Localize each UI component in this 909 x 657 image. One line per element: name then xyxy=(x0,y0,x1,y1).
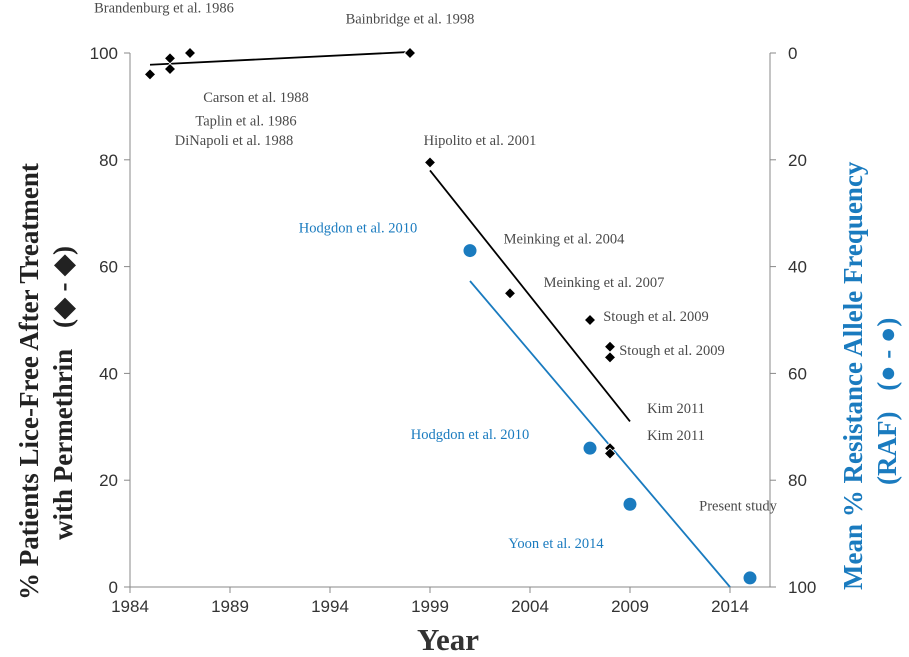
x-tick-label: 1999 xyxy=(411,597,449,616)
left-y-tick-label: 60 xyxy=(99,258,118,277)
right-y-tick-label: 40 xyxy=(788,258,807,277)
annotation-label: Brandenburg et al. 1986 xyxy=(94,0,234,16)
right-axis-title-line-2: (RAF) xyxy=(872,412,902,485)
annotation-label: Kim 2011 xyxy=(647,428,705,444)
diamond-point xyxy=(405,48,416,59)
right-y-tick-label: 60 xyxy=(788,364,807,383)
annotation-label: Hodgdon et al. 2010 xyxy=(299,220,417,236)
diamond-point xyxy=(605,352,616,363)
left-axis-title-line-2: with Permethrin xyxy=(48,349,78,540)
annotation-label: Bainbridge et al. 1998 xyxy=(346,12,475,28)
right-axis-title-line-1: Mean % Resistance Allele Frequency xyxy=(838,161,868,590)
diamond-point xyxy=(145,69,156,80)
annotation-label: Stough et al. 2009 xyxy=(603,309,709,325)
x-tick-label: 2004 xyxy=(511,597,549,616)
left-axis-title-marker: (◆ - ◆) xyxy=(48,246,78,328)
annotation-label: Carson et al. 1988 xyxy=(203,90,309,106)
annotation-label: Stough et al. 2009 xyxy=(619,343,725,359)
left-axis-title: % Patients Lice-Free After Treatment wit… xyxy=(14,156,78,600)
annotation-label: Meinking et al. 2004 xyxy=(504,232,626,248)
circle-point xyxy=(464,244,477,257)
right-y-tick-label: 0 xyxy=(788,44,797,63)
x-tick-label: 2009 xyxy=(611,597,649,616)
annotation-label: Meinking et al. 2007 xyxy=(544,275,665,291)
black-trend-line xyxy=(430,170,630,421)
circle-point xyxy=(744,571,757,584)
diamond-point xyxy=(165,53,176,64)
diamond-point xyxy=(165,64,176,75)
diamond-point xyxy=(185,48,196,59)
right-axis-title-marker: (● - ●) xyxy=(872,318,902,391)
annotation-label: Yoon et al. 2014 xyxy=(508,536,604,552)
axes: 1984 1989 1994 1999 2004 2009 2014 0 20 40 60 80 100… xyxy=(90,44,817,616)
annotation-label: Taplin et al. 1986 xyxy=(195,114,296,130)
right-y-tick-label: 80 xyxy=(788,471,807,490)
x-tick-label: 1984 xyxy=(111,597,149,616)
x-tick-label: 2014 xyxy=(711,597,749,616)
annotation-label: Kim 2011 xyxy=(647,401,705,417)
right-y-tick-label: 20 xyxy=(788,151,807,170)
right-axis-title: Mean % Resistance Allele Frequency (RAF)… xyxy=(838,155,902,590)
left-y-tick-label: 0 xyxy=(109,578,118,597)
left-y-tick-label: 80 xyxy=(99,151,118,170)
x-axis-title: Year xyxy=(417,622,479,657)
annotation-label: Present study xyxy=(699,499,777,515)
left-y-tick-label: 100 xyxy=(90,44,118,63)
x-tick-label: 1989 xyxy=(211,597,249,616)
circle-point xyxy=(624,498,637,511)
left-axis-title-line-1: % Patients Lice-Free After Treatment xyxy=(14,163,44,600)
left-y-tick-label: 40 xyxy=(99,364,118,383)
annotation-label: Hipolito et al. 2001 xyxy=(424,133,537,149)
diamond-point xyxy=(605,341,616,352)
annotation-label: Hodgdon et al. 2010 xyxy=(411,427,529,443)
right-y-tick-label: 100 xyxy=(788,578,816,597)
diamond-point xyxy=(505,288,516,299)
point-annotations: Brandenburg et al. 1986 Bainbridge et al.… xyxy=(94,0,778,552)
circle-point xyxy=(584,442,597,455)
annotation-label: DiNapoli et al. 1988 xyxy=(175,133,293,149)
x-tick-label: 1994 xyxy=(311,597,349,616)
diamond-point xyxy=(585,315,596,326)
left-y-tick-label: 20 xyxy=(99,471,118,490)
diamond-point xyxy=(425,157,436,168)
